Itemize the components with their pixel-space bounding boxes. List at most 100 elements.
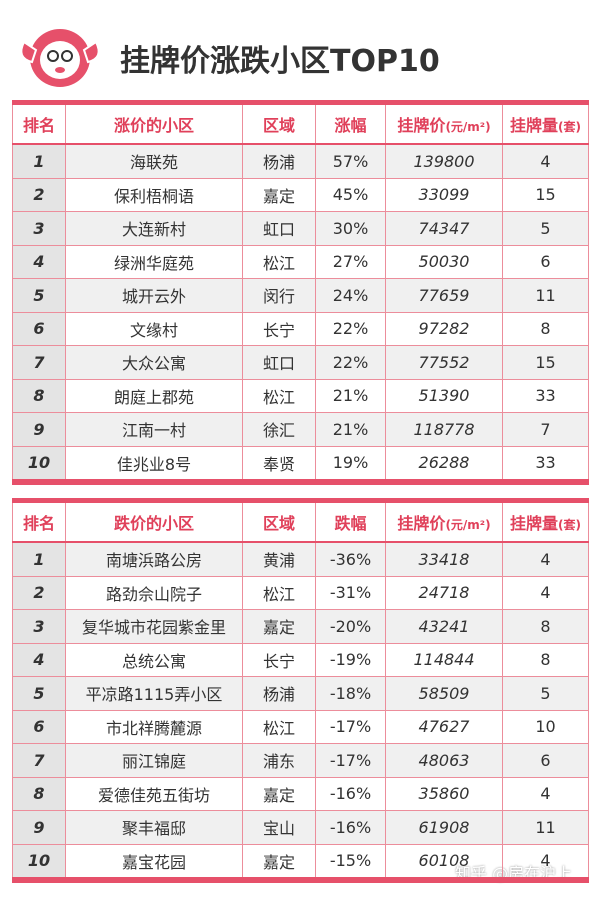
header-cell: 区域 [242,500,316,543]
logo-icon [20,29,100,87]
table-cell: -16% [315,810,386,845]
table-cell: 47627 [385,709,503,744]
table-cell: -15% [315,843,386,881]
table-cell: 57% [315,143,386,179]
table-cell: 松江 [242,575,316,610]
table-cell: 61908 [385,810,503,845]
header-cell: 涨价的小区 [65,102,243,145]
data-table: 排名 跌价的小区 区域 跌幅 挂牌价(元/m²) 挂牌量(套) 1 南塘浜路公房 黄浦 -36% 3… [12,498,589,883]
table-cell: 5 [502,211,589,246]
table-cell: 9 [12,810,66,845]
table-cell: 4 [502,776,589,811]
table-cell: 24% [315,278,386,313]
table-cell: 3 [12,609,66,644]
table-cell: 33418 [385,541,503,577]
table-cell: -17% [315,709,386,744]
table-cell: 22% [315,345,386,380]
table-row: 4 总统公寓 长宁 -19% 114844 8 [12,642,589,677]
table-row: 8 朗庭上郡苑 松江 21% 51390 33 [12,378,589,413]
table-cell: 30% [315,211,386,246]
table-cell: 27% [315,244,386,279]
header-unit: (套) [558,518,581,532]
table-cell: 佳兆业8号 [65,445,243,483]
header-cell: 挂牌价(元/m²) [385,102,503,145]
table-cell: 浦东 [242,743,316,778]
table-cell: 35860 [385,776,503,811]
table-cell: -19% [315,642,386,677]
table-cell: 10 [12,445,66,483]
header-row: 排名 涨价的小区 区域 涨幅 挂牌价(元/m²) 挂牌量(套) [12,102,589,145]
table-cell: 7 [502,412,589,447]
table-cell: 江南一村 [65,412,243,447]
table-cell: 50030 [385,244,503,279]
table-cell: 绿洲华庭苑 [65,244,243,279]
table-cell: 城开云外 [65,278,243,313]
table-cell: 33 [502,378,589,413]
table-cell: 118778 [385,412,503,447]
table-cell: 10 [502,709,589,744]
table-cell: 8 [12,378,66,413]
table-cell: 杨浦 [242,676,316,711]
table-cell: 朗庭上郡苑 [65,378,243,413]
table-cell: 5 [502,676,589,711]
table-cell: 77552 [385,345,503,380]
table-cell: 74347 [385,211,503,246]
table-cell: -18% [315,676,386,711]
table-row: 3 大连新村 虹口 30% 74347 5 [12,211,589,246]
table-row: 2 路劲佘山院子 松江 -31% 24718 4 [12,575,589,610]
table-cell: 8 [12,776,66,811]
table-row: 10 嘉宝花园 嘉定 -15% 60108 4 [12,843,589,881]
table-cell: -16% [315,776,386,811]
table-row: 5 平凉路1115弄小区 杨浦 -18% 58509 5 [12,676,589,711]
table-cell: 宝山 [242,810,316,845]
table-cell: 闵行 [242,278,316,313]
table-row: 4 绿洲华庭苑 松江 27% 50030 6 [12,244,589,279]
table-cell: 6 [12,709,66,744]
table-row: 8 爱德佳苑五街坊 嘉定 -16% 35860 4 [12,776,589,811]
table-cell: 文缘村 [65,311,243,346]
table-cell: 嘉定 [242,609,316,644]
header-text: 挂牌量 [510,514,559,533]
table-cell: 51390 [385,378,503,413]
table-cell: 2 [12,177,66,212]
table-cell: 60108 [385,843,503,881]
table-cell: 聚丰福邸 [65,810,243,845]
table-cell: 4 [502,541,589,577]
table-cell: 南塘浜路公房 [65,541,243,577]
table-cell: 24718 [385,575,503,610]
header-text: 挂牌价 [397,514,446,533]
table-cell: 4 [12,244,66,279]
table-cell: 4 [502,143,589,179]
table-cell: 松江 [242,709,316,744]
table-cell: 丽江锦庭 [65,743,243,778]
table-cell: 58509 [385,676,503,711]
table-cell: 9 [12,412,66,447]
table-cell: 114844 [385,642,503,677]
table-cell: 大众公寓 [65,345,243,380]
table-row: 9 聚丰福邸 宝山 -16% 61908 11 [12,810,589,845]
table-cell: 虹口 [242,211,316,246]
table-cell: 海联苑 [65,143,243,179]
header-text: 挂牌价 [397,116,446,135]
header-text: 挂牌量 [510,116,559,135]
table-cell: 22% [315,311,386,346]
table-row: 6 文缘村 长宁 22% 97282 8 [12,311,589,346]
header-unit: (元/m²) [445,120,491,134]
table-cell: 45% [315,177,386,212]
table-cell: 26288 [385,445,503,483]
table-cell: 市北祥腾麓源 [65,709,243,744]
table-cell: 48063 [385,743,503,778]
table-cell: 嘉宝花园 [65,843,243,881]
table-row: 5 城开云外 闵行 24% 77659 11 [12,278,589,313]
table-cell: 7 [12,743,66,778]
table-cell: 33 [502,445,589,483]
table-cell: 7 [12,345,66,380]
table-cell: 1 [12,143,66,179]
header-cell: 跌幅 [315,500,386,543]
table-cell: 徐汇 [242,412,316,447]
table-cell: 2 [12,575,66,610]
table-cell: 8 [502,609,589,644]
header-cell: 挂牌量(套) [502,500,589,543]
table-cell: 19% [315,445,386,483]
